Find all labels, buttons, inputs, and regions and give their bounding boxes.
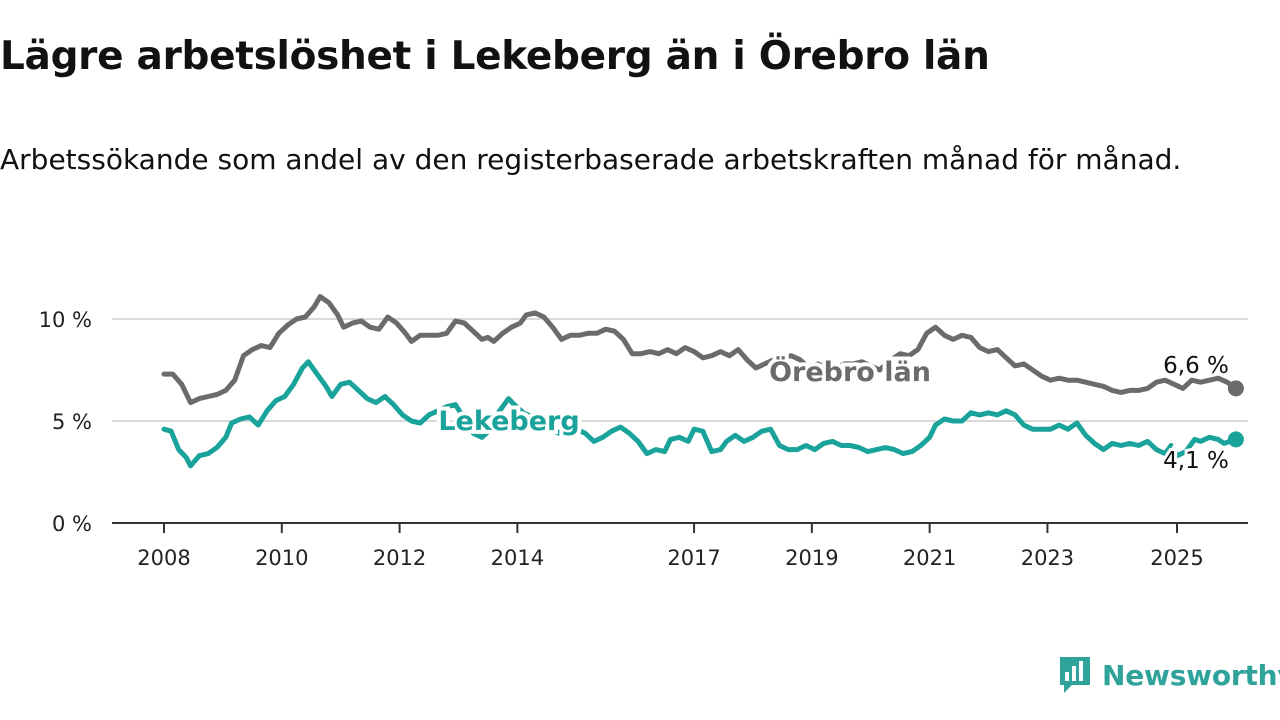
series-label-lekeberg: Lekeberg: [438, 406, 579, 437]
series-lines: [161, 294, 1244, 469]
end-point-marker: [1227, 380, 1244, 397]
x-tick-label: 2019: [785, 546, 838, 570]
x-tick-label: 2008: [137, 546, 190, 570]
chart-labels: Örebro län Lekeberg 6,6 % 4,1 %: [434, 350, 1232, 477]
axes: 0 % 5 % 10 % 2008 2010 2012 2014 2017 2019 2021 20…: [39, 308, 1248, 570]
x-tick-label: 2014: [491, 546, 544, 570]
chart-title: Lägre arbetslöshet i Lekeberg än i Örebr…: [0, 34, 990, 79]
y-tick-label: 0 %: [52, 512, 92, 536]
series-label-orebro-lan: Örebro län: [769, 355, 931, 388]
newsworthy-logo: Newsworthy: [1058, 655, 1280, 695]
y-tick-label: 5 %: [52, 410, 92, 434]
x-tick-label: 2012: [373, 546, 426, 570]
x-tick-label: 2010: [255, 546, 308, 570]
gridlines: [112, 318, 1248, 422]
series-line-orebro-lan: [161, 294, 1239, 406]
x-tick-label: 2017: [667, 546, 720, 570]
y-tick-label: 10 %: [39, 308, 92, 332]
chart-subtitle: Arbetssökande som andel av den registerb…: [0, 143, 1182, 176]
x-tick-label: 2025: [1150, 546, 1203, 570]
end-point-marker: [1227, 431, 1244, 448]
x-tick-label: 2023: [1021, 546, 1074, 570]
series-line-lekeberg: [161, 359, 1239, 469]
end-value-label-orebro-lan: 6,6 %: [1163, 353, 1229, 379]
bar-chart-icon: [1058, 655, 1092, 695]
end-value-label-lekeberg: 4,1 %: [1163, 448, 1229, 474]
brand-name: Newsworthy: [1102, 658, 1280, 692]
x-tick-label: 2021: [903, 546, 956, 570]
